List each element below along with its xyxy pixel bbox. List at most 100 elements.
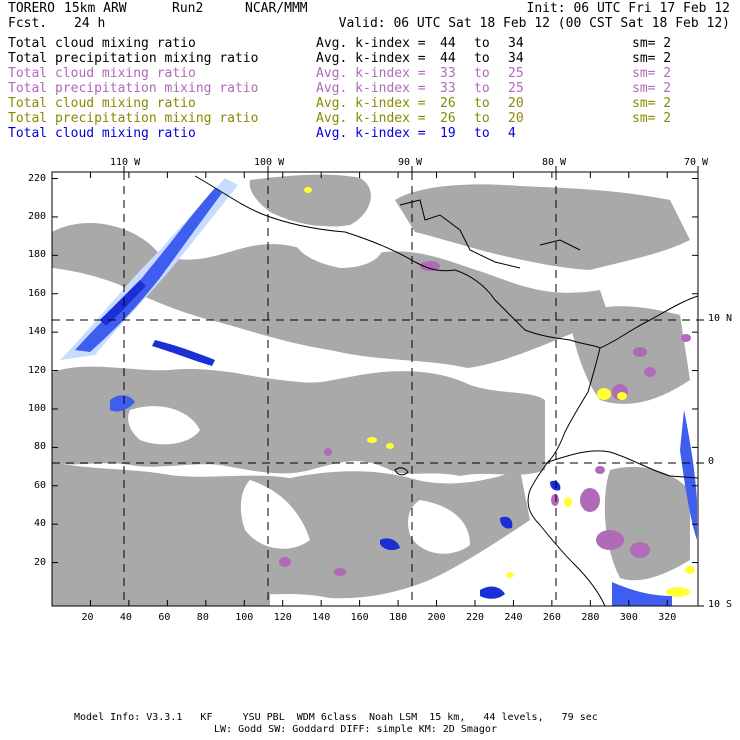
legend-smoothing: sm= 2 xyxy=(632,111,672,126)
valid-time: Valid: 06 UTC Sat 18 Feb 12 (00 CST Sat … xyxy=(338,16,730,31)
grid-x-label: 240 xyxy=(504,612,523,623)
init-time: Init: 06 UTC Fri 17 Feb 12 xyxy=(526,1,731,16)
longitude-label: 90 W xyxy=(398,157,423,168)
legend-field-name: Total cloud mixing ratio xyxy=(8,126,196,141)
grid-y-label: 20 xyxy=(33,556,46,568)
legend-kindex-from: 26 xyxy=(440,96,456,111)
legend-row: Total precipitation mixing ratio Avg. k-i… xyxy=(8,51,723,66)
legend-kindex-to: 20 xyxy=(508,111,524,126)
grid-y-label: 60 xyxy=(33,479,46,491)
legend-smoothing: sm= 2 xyxy=(632,36,672,51)
grid-x-label: 60 xyxy=(158,612,171,623)
grid-y-label: 180 xyxy=(27,249,46,261)
run-label: Run2 xyxy=(172,1,204,16)
legend-to-word: to xyxy=(474,81,490,96)
coastline-layer xyxy=(194,175,698,606)
model-resolution: 15km ARW xyxy=(64,1,127,16)
legend-to-word: to xyxy=(474,126,490,141)
legend-row: Total cloud mixing ratio Avg. k-index = 44… xyxy=(8,36,723,51)
legend-smoothing: sm= 2 xyxy=(632,51,672,66)
legend-kindex-to: 20 xyxy=(508,96,524,111)
grid-y-label: 40 xyxy=(33,518,46,530)
latitude-label: 10 N xyxy=(708,313,733,324)
grid-y-label: 80 xyxy=(33,441,46,453)
legend-kindex-to: 25 xyxy=(508,66,524,81)
legend-kindex-label: Avg. k-index = xyxy=(316,111,426,126)
org-label: NCAR/MMM xyxy=(245,1,308,16)
legend-field-name: Total cloud mixing ratio xyxy=(8,66,196,81)
grid-y-label: 120 xyxy=(27,364,46,376)
legend-kindex-label: Avg. k-index = xyxy=(316,36,426,51)
lat-lon-grid xyxy=(52,172,698,606)
legend-kindex-from: 44 xyxy=(440,36,456,51)
legend-kindex-to: 34 xyxy=(508,51,524,66)
grid-y-label: 160 xyxy=(27,287,46,299)
cloud-mixing-blue-layer xyxy=(60,178,697,606)
legend-field-name: Total precipitation mixing ratio xyxy=(8,51,259,66)
grid-x-label: 180 xyxy=(389,612,408,623)
clear-sky-layer xyxy=(128,225,470,554)
grid-x-label: 100 xyxy=(235,612,254,623)
legend-kindex-from: 26 xyxy=(440,111,456,126)
legend-kindex-from: 44 xyxy=(440,51,456,66)
grid-x-label: 320 xyxy=(658,612,677,623)
map-frame xyxy=(51,171,699,607)
latitude-label: 0 xyxy=(708,456,715,467)
grid-x-label: 20 xyxy=(81,612,94,623)
legend-kindex-label: Avg. k-index = xyxy=(316,51,426,66)
legend-to-word: to xyxy=(474,96,490,111)
legend-smoothing: sm= 2 xyxy=(632,81,672,96)
legend-kindex-to: 25 xyxy=(508,81,524,96)
legend-kindex-label: Avg. k-index = xyxy=(316,66,426,81)
precip-mixing-purple-layer xyxy=(279,261,691,576)
grid-x-label: 120 xyxy=(273,612,292,623)
legend-kindex-from: 33 xyxy=(440,81,456,96)
grid-x-label: 40 xyxy=(119,612,132,623)
legend-kindex-label: Avg. k-index = xyxy=(316,126,426,141)
legend-to-word: to xyxy=(474,36,490,51)
axis-ticks xyxy=(52,166,704,607)
model-info-line: Model Info: V3.3.1 KF YSU PBL WDM 6class… xyxy=(74,712,598,723)
legend-row: Total precipitation mixing ratio Avg. k-i… xyxy=(8,111,723,126)
physics-info-line: LW: Godd SW: Goddard DIFF: simple KM: 2D… xyxy=(214,724,497,735)
forecast-label: Fcst. xyxy=(8,16,48,31)
longitude-label: 70 W xyxy=(684,157,709,168)
grid-x-label: 220 xyxy=(465,612,485,623)
legend-to-word: to xyxy=(474,66,490,81)
legend-row: Total cloud mixing ratio Avg. k-index = 26… xyxy=(8,96,723,111)
grid-y-label: 140 xyxy=(27,326,46,338)
grid-y-label: 220 xyxy=(27,172,46,184)
grid-x-label: 200 xyxy=(427,612,446,623)
latitude-label: 10 S xyxy=(708,599,733,610)
legend-to-word: to xyxy=(474,111,490,126)
forecast-hours: 24 h xyxy=(74,16,106,31)
legend-kindex-to: 34 xyxy=(508,36,524,51)
grid-x-label: 160 xyxy=(350,612,369,623)
longitude-label: 80 W xyxy=(542,157,567,168)
legend-kindex-from: 33 xyxy=(440,66,456,81)
legend-row: Total cloud mixing ratio Avg. k-index = 33… xyxy=(8,66,723,81)
longitude-label: 100 W xyxy=(254,157,285,168)
grid-x-label: 300 xyxy=(619,612,638,623)
grid-y-label: 200 xyxy=(27,210,46,222)
grid-y-label: 100 xyxy=(27,402,46,414)
model-name: TORERO xyxy=(8,1,55,16)
legend-kindex-to: 4 xyxy=(508,126,516,141)
legend-field-name: Total precipitation mixing ratio xyxy=(8,81,259,96)
legend-kindex-label: Avg. k-index = xyxy=(316,96,426,111)
legend-smoothing: sm= 2 xyxy=(632,66,672,81)
legend-smoothing: sm= 2 xyxy=(632,96,672,111)
grid-x-label: 260 xyxy=(542,612,561,623)
grid-x-label: 140 xyxy=(312,612,331,623)
legend-field-name: Total cloud mixing ratio xyxy=(8,36,196,51)
legend-kindex-from: 19 xyxy=(440,126,456,141)
grid-x-label: 280 xyxy=(581,612,600,623)
grid-x-label: 80 xyxy=(196,612,209,623)
legend-kindex-label: Avg. k-index = xyxy=(316,81,426,96)
legend-field-name: Total cloud mixing ratio xyxy=(8,96,196,111)
longitude-label: 110 W xyxy=(110,157,141,168)
legend-row: Total precipitation mixing ratio Avg. k-i… xyxy=(8,81,723,96)
legend-row: Total cloud mixing ratio Avg. k-index = 19… xyxy=(8,126,723,141)
legend-field-name: Total precipitation mixing ratio xyxy=(8,111,259,126)
